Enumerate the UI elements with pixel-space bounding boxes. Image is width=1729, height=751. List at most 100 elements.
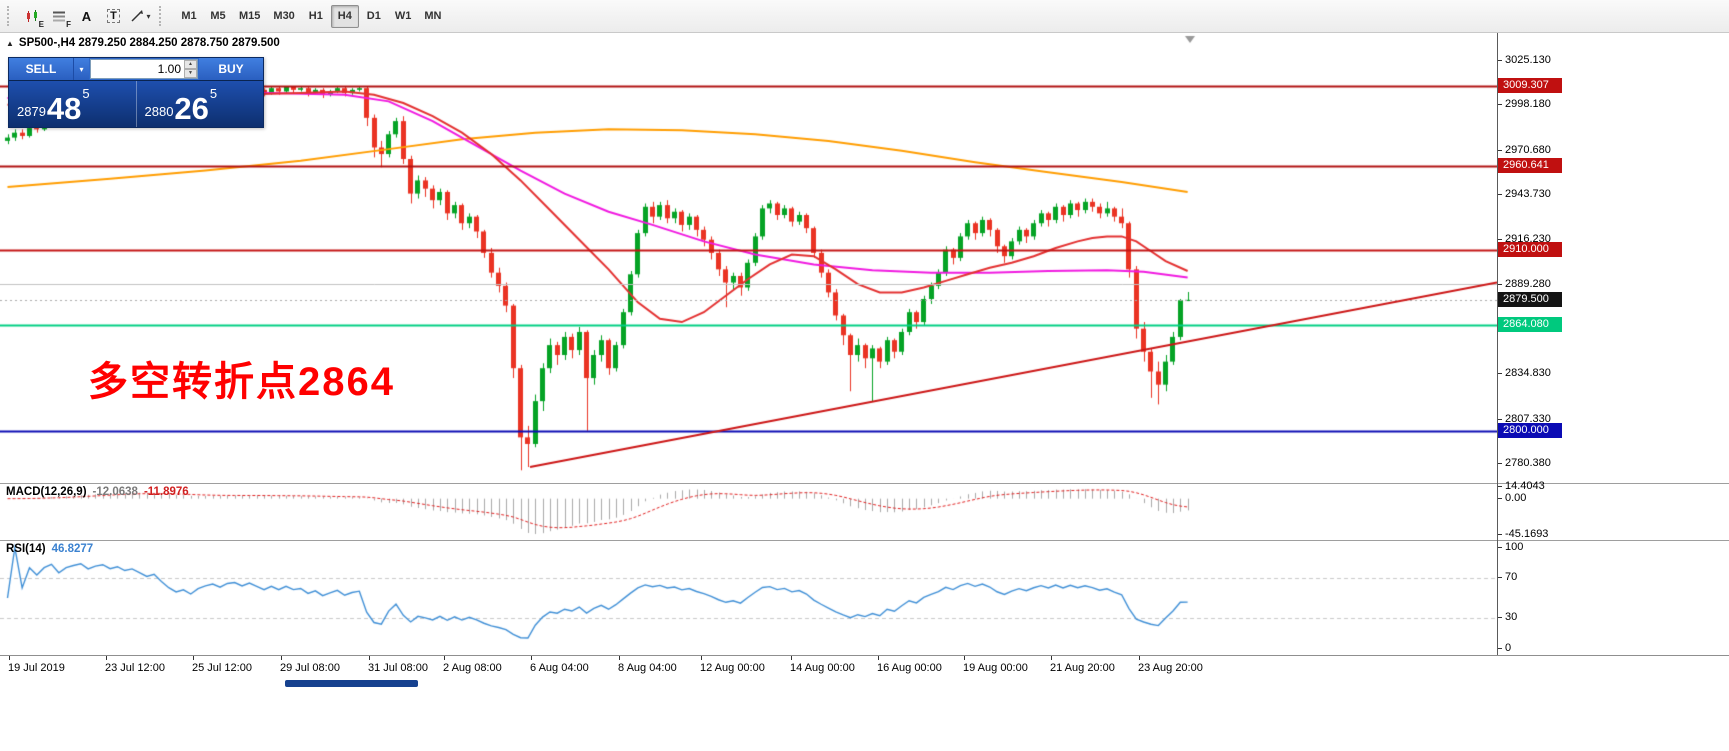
rsi-axis-label: 100 bbox=[1505, 540, 1524, 553]
macd-axis-label: 14.4043 bbox=[1505, 479, 1545, 492]
timeframe-button-h4[interactable]: H4 bbox=[330, 4, 359, 28]
time-tick-mark bbox=[281, 656, 282, 660]
timeframe-button-h1[interactable]: H1 bbox=[302, 5, 330, 28]
timeframe-button-m15[interactable]: M15 bbox=[233, 5, 266, 28]
macd-indicator-panel[interactable]: MACD(12,26,9) -12.0638 -11.8976 bbox=[0, 483, 1729, 541]
axis-tick-mark bbox=[1498, 648, 1502, 649]
price-tick-label: 3025.130 bbox=[1505, 53, 1551, 66]
time-tick-mark bbox=[106, 656, 107, 660]
lines-glyph bbox=[53, 11, 65, 21]
collapse-trade-panel-icon[interactable]: ▲ bbox=[6, 38, 14, 48]
time-tick-mark bbox=[878, 656, 879, 660]
time-tick-mark bbox=[444, 656, 445, 660]
time-tick-mark bbox=[1139, 656, 1140, 660]
time-tick-label: 29 Jul 08:00 bbox=[280, 662, 340, 674]
volume-up-icon[interactable]: ▲ bbox=[184, 60, 197, 69]
axis-tick-mark bbox=[1498, 104, 1502, 105]
text-tool-icon[interactable]: T bbox=[100, 4, 127, 29]
background-window-edge bbox=[285, 680, 418, 687]
time-tick-label: 12 Aug 00:00 bbox=[700, 662, 765, 674]
timeframe-group: M1 M5 M15 M30 H1 H4 D1 W1 MN bbox=[175, 4, 447, 28]
time-tick-label: 31 Jul 08:00 bbox=[368, 662, 428, 674]
sell-price: 2879 48 5 bbox=[17, 86, 90, 126]
macd-canvas[interactable] bbox=[0, 484, 1497, 541]
volume-down-icon[interactable]: ▼ bbox=[184, 69, 197, 78]
symbol-ohlc-text: SP500-,H4 2879.250 2884.250 2878.750 287… bbox=[18, 37, 280, 49]
time-tick-mark bbox=[9, 656, 10, 660]
tool-sub-label: F bbox=[66, 19, 71, 29]
macd-signal-value: -11.8976 bbox=[143, 486, 189, 498]
axis-tick-mark bbox=[1498, 239, 1502, 240]
time-tick-label: 19 Jul 2019 bbox=[8, 662, 65, 674]
price-tag-2879.500: 2879.500 bbox=[1498, 291, 1562, 307]
timeframe-button-m5[interactable]: M5 bbox=[204, 5, 232, 28]
time-tick-mark bbox=[791, 656, 792, 660]
timeframe-button-m1[interactable]: M1 bbox=[175, 5, 203, 28]
time-tick-mark bbox=[701, 656, 702, 660]
axis-tick-mark bbox=[1498, 150, 1502, 151]
time-tick-label: 8 Aug 04:00 bbox=[618, 662, 677, 674]
axis-tick-mark bbox=[1498, 419, 1502, 420]
sell-button[interactable]: SELL bbox=[9, 58, 73, 80]
price-tag-2910.000: 2910.000 bbox=[1498, 241, 1562, 257]
axis-tick-mark bbox=[1498, 373, 1502, 374]
buy-button[interactable]: BUY bbox=[199, 58, 263, 80]
sell-dropdown-icon[interactable]: ▾ bbox=[73, 58, 89, 80]
buy-price: 2880 26 5 bbox=[135, 81, 264, 127]
macd-axis-label: -45.1693 bbox=[1505, 528, 1549, 541]
price-tag-2960.641: 2960.641 bbox=[1498, 158, 1562, 174]
toolbar-grip-handle[interactable] bbox=[159, 6, 166, 26]
price-tick-label: 2807.330 bbox=[1505, 412, 1551, 425]
time-tick-mark bbox=[1051, 656, 1052, 660]
axis-tick-mark bbox=[1498, 534, 1502, 535]
axis-tick-mark bbox=[1498, 617, 1502, 618]
drawing-tools-icon[interactable]: ▾ bbox=[127, 4, 154, 29]
axis-tick-mark bbox=[1498, 486, 1502, 487]
time-tick-mark bbox=[619, 656, 620, 660]
indicator-list-icon[interactable]: F bbox=[46, 4, 73, 29]
price-tag-2864.080: 2864.080 bbox=[1498, 317, 1562, 333]
trendline-glyph bbox=[131, 10, 144, 22]
axis-tick-mark bbox=[1498, 547, 1502, 548]
timeframe-button-m30[interactable]: M30 bbox=[267, 5, 300, 28]
chart-annotation-text: 多空转折点2864 bbox=[88, 360, 395, 404]
toolbar: E F A T ▾ M1 M5 M15 M30 H1 H4 D1 W1 MN bbox=[0, 0, 1729, 33]
price-tick-label: 2834.830 bbox=[1505, 367, 1551, 380]
price-tick-label: 2998.180 bbox=[1505, 98, 1551, 111]
rsi-indicator-panel[interactable]: RSI(14) 46.8277 bbox=[0, 540, 1729, 656]
axis-tick-mark bbox=[1498, 577, 1502, 578]
dropdown-caret-icon: ▾ bbox=[146, 11, 151, 21]
volume-input[interactable] bbox=[91, 60, 197, 78]
chart-candles-icon[interactable]: E bbox=[19, 4, 46, 29]
axis-tick-mark bbox=[1498, 463, 1502, 464]
time-tick-label: 19 Aug 00:00 bbox=[963, 662, 1028, 674]
toolbar-grip-handle[interactable] bbox=[7, 6, 14, 26]
time-tick-mark bbox=[193, 656, 194, 660]
timeframe-button-d1[interactable]: D1 bbox=[360, 5, 388, 28]
time-tick-mark bbox=[531, 656, 532, 660]
time-tick-label: 16 Aug 00:00 bbox=[877, 662, 942, 674]
main-chart-panel: ▲ SP500-,H4 2879.250 2884.250 2878.750 2… bbox=[0, 33, 1729, 483]
candlestick-glyph bbox=[27, 9, 37, 22]
timeframe-button-mn[interactable]: MN bbox=[418, 5, 447, 28]
trade-buttons-row: SELL ▾ ▲ ▼ BUY bbox=[9, 58, 263, 80]
rsi-canvas[interactable] bbox=[0, 541, 1497, 656]
time-axis[interactable]: 19 Jul 2019 23 Jul 12:00 25 Jul 12:00 29 Ju… bbox=[0, 655, 1729, 679]
time-tick-label: 2 Aug 08:00 bbox=[443, 662, 502, 674]
time-tick-label: 14 Aug 00:00 bbox=[790, 662, 855, 674]
timeframe-button-w1[interactable]: W1 bbox=[389, 5, 418, 28]
price-axis[interactable]: 3025.130 2998.180 2970.680 2943.730 2916.230… bbox=[1497, 33, 1729, 655]
price-tick-label: 2780.380 bbox=[1505, 457, 1551, 470]
text-label-icon[interactable]: A bbox=[73, 4, 100, 29]
macd-axis-label: 0.00 bbox=[1505, 491, 1527, 504]
price-tick-label: 2943.730 bbox=[1505, 188, 1551, 201]
price-tag-3009.307: 3009.307 bbox=[1498, 78, 1562, 94]
macd-main-value: -12.0638 bbox=[92, 486, 138, 498]
trade-price-display: 2879 48 5 2880 26 5 bbox=[9, 80, 263, 127]
rsi-axis-label: 30 bbox=[1505, 611, 1518, 624]
axis-tick-mark bbox=[1498, 60, 1502, 61]
chart-symbol-info: ▲ SP500-,H4 2879.250 2884.250 2878.750 2… bbox=[6, 37, 280, 49]
tool-sub-label: E bbox=[38, 19, 44, 29]
volume-spinner: ▲ ▼ bbox=[184, 60, 197, 78]
